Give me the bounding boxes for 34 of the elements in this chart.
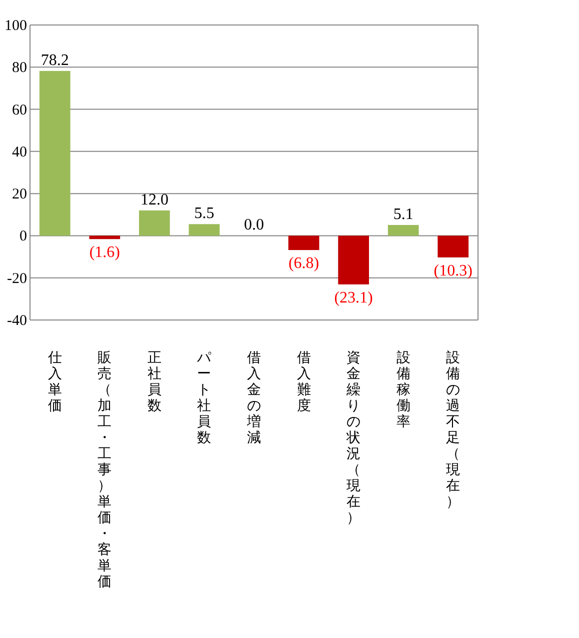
data-label: 0.0 bbox=[244, 216, 264, 234]
data-label: (6.8) bbox=[288, 255, 320, 272]
y-tick-label: 20 bbox=[12, 186, 27, 203]
x-tick-label: 正社員数 bbox=[147, 351, 162, 414]
data-label: (23.1) bbox=[334, 289, 373, 306]
data-label: 5.1 bbox=[393, 206, 414, 223]
category-label: 販売（加工・工事）単価・客単価 bbox=[98, 351, 112, 590]
x-tick-label: 仕入単価 bbox=[46, 350, 62, 414]
data-label: 12.0 bbox=[140, 191, 168, 208]
bar bbox=[438, 236, 469, 258]
bar bbox=[39, 70, 70, 236]
y-tick-label: 80 bbox=[12, 60, 27, 76]
data-label: (10.3) bbox=[434, 262, 472, 280]
data-label: (1.6) bbox=[89, 244, 120, 262]
x-tick-label: 設備稼働率 bbox=[396, 350, 410, 430]
x-tick-label: 借入金の増減 bbox=[246, 350, 261, 446]
y-tick-label: 40 bbox=[12, 144, 27, 160]
bar bbox=[388, 224, 419, 236]
y-tick-label: 60 bbox=[12, 102, 27, 118]
y-tick-label: 100 bbox=[4, 18, 27, 34]
category-label: 設備の過不足（現在） bbox=[446, 351, 460, 510]
data-label: 78.2 bbox=[40, 52, 69, 69]
y-tick-label: -40 bbox=[7, 313, 27, 329]
category-label: 資金繰りの状況（現在） bbox=[346, 351, 361, 526]
bar bbox=[139, 210, 170, 236]
data-label: 5.5 bbox=[194, 205, 214, 222]
bar bbox=[338, 236, 369, 284]
bar bbox=[89, 236, 120, 240]
bar bbox=[288, 236, 320, 250]
x-tick-label: パート社員数 bbox=[196, 351, 212, 446]
y-tick-label: 0 bbox=[20, 228, 27, 245]
y-tick-label: -20 bbox=[7, 270, 27, 287]
bar bbox=[188, 224, 220, 236]
x-tick-label: 借入難度 bbox=[296, 350, 311, 414]
